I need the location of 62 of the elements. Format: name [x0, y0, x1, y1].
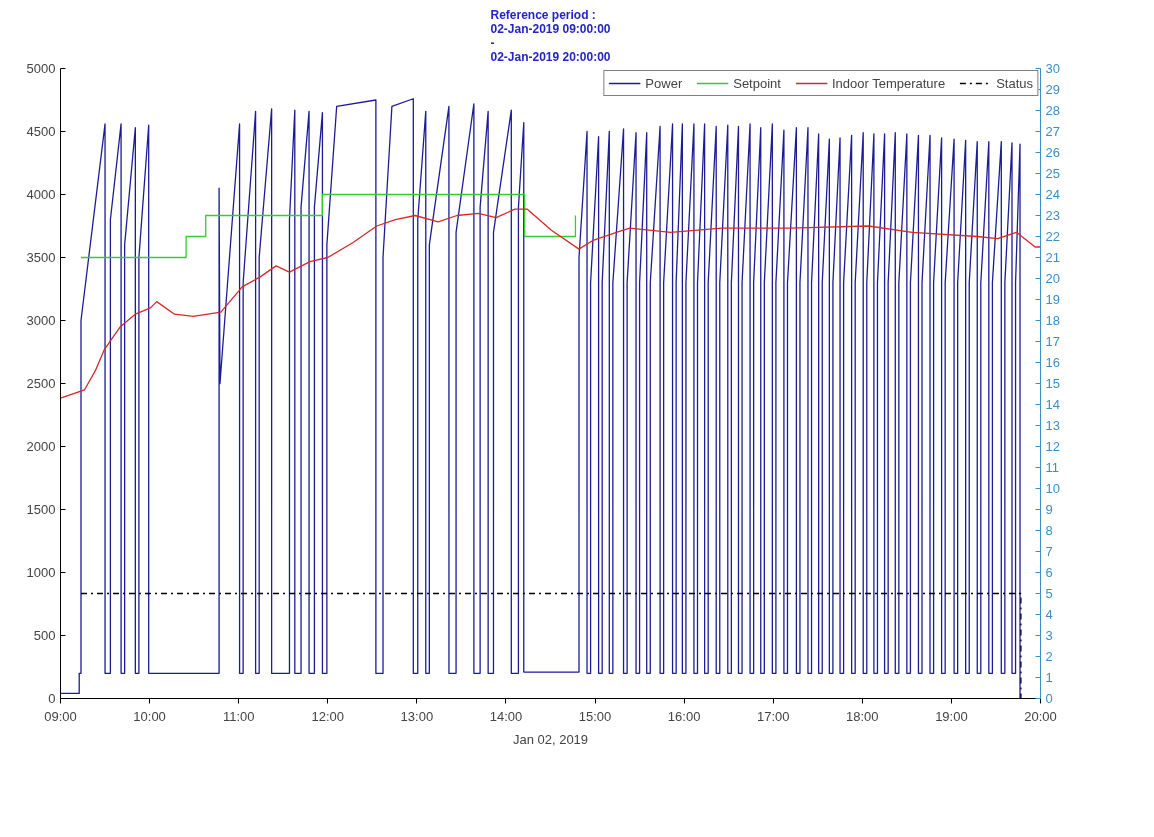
y-tick-label: 0	[48, 691, 56, 706]
y2-tick-label: 5	[1045, 586, 1053, 601]
x-tick-label: 18:00	[846, 708, 879, 724]
y2-tick-label: 4	[1045, 607, 1053, 622]
y2-tick-label: 9	[1045, 502, 1053, 517]
x-tick-label: 16:00	[667, 708, 701, 724]
y2-tick-label: 8	[1045, 523, 1053, 538]
y2-tick-label: 0	[1045, 691, 1053, 706]
y-tick-label: 500	[33, 628, 56, 643]
y2-tick-label: 1	[1045, 670, 1053, 685]
y-tick-label: 5000	[26, 61, 56, 76]
y-tick-label: 3000	[26, 313, 56, 328]
y2-tick-label: 12	[1045, 439, 1060, 454]
y2-tick-label: 27	[1045, 124, 1060, 139]
x-tick-label: 19:00	[935, 708, 968, 724]
x-tick-label: 14:00	[489, 708, 523, 724]
y-tick-label: 3500	[26, 250, 56, 265]
legend-label: Setpoint	[733, 75, 781, 91]
y2-tick-label: 28	[1045, 103, 1060, 118]
y-tick-label: 1500	[26, 502, 56, 517]
y-tick-label: 2500	[26, 376, 56, 391]
y2-tick-label: 16	[1045, 355, 1060, 370]
legend-label: Status	[996, 75, 1033, 91]
y-tick-label: 1000	[26, 565, 56, 580]
y2-tick-label: 26	[1045, 145, 1060, 160]
line-series	[60, 98, 1021, 699]
x-tick-label: 11:00	[222, 708, 255, 724]
x-tick-label: 10:00	[133, 708, 166, 724]
y2-tick-label: 24	[1045, 187, 1060, 202]
y2-tick-label: 2	[1045, 649, 1053, 664]
y2-tick-label: 17	[1045, 334, 1060, 349]
y2-tick-label: 23	[1045, 208, 1060, 223]
y2-tick-label: 20	[1045, 271, 1060, 286]
y-tick-label: 4500	[26, 124, 56, 139]
y2-tick-label: 21	[1045, 250, 1060, 265]
y-tick-label: 2000	[26, 439, 56, 454]
legend-label: Indoor Temperature	[831, 75, 946, 91]
y2-tick-label: 15	[1045, 376, 1060, 391]
x-axis-title: Jan 02, 2019	[512, 731, 589, 747]
line-series	[60, 208, 1041, 399]
y2-tick-label: 30	[1045, 61, 1060, 76]
legend-label: Power	[645, 75, 683, 91]
y2-tick-label: 25	[1045, 166, 1060, 181]
y2-tick-label: 19	[1045, 292, 1060, 307]
y2-tick-label: 6	[1045, 565, 1053, 580]
y2-tick-label: 3	[1045, 628, 1053, 643]
y2-tick-label: 11	[1045, 460, 1059, 475]
chart-title: Reference period : 02-Jan-2019 09:00:00 - 02-Jan-2019 20:00:00	[490, 7, 611, 64]
x-tick-label: 17:00	[756, 708, 790, 724]
x-tick-label: 09:00	[44, 708, 77, 724]
y-tick-label: 4000	[26, 187, 56, 202]
x-tick-label: 13:00	[400, 708, 434, 724]
y2-tick-label: 10	[1045, 481, 1060, 496]
y2-tick-label: 22	[1045, 229, 1060, 244]
y2-tick-label: 18	[1045, 313, 1060, 328]
y2-tick-label: 14	[1045, 397, 1060, 412]
y2-tick-label: 13	[1045, 418, 1060, 433]
y2-tick-label: 7	[1045, 544, 1053, 559]
x-tick-label: 20:00	[1024, 708, 1057, 724]
x-tick-label: 15:00	[578, 708, 612, 724]
y2-tick-label: 29	[1045, 82, 1060, 97]
x-tick-label: 12:00	[311, 708, 345, 724]
